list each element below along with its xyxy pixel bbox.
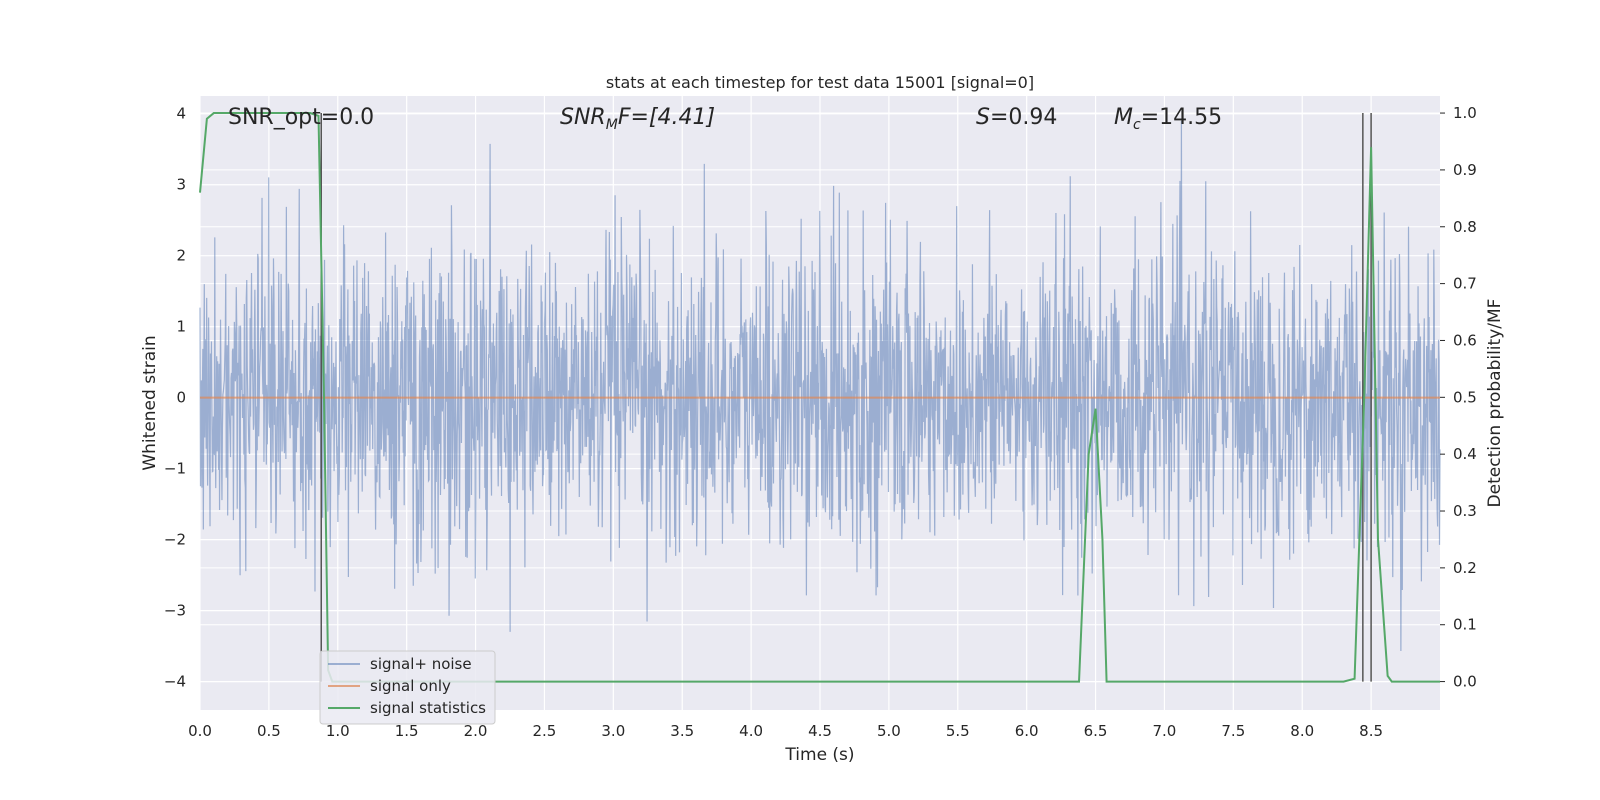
- y-right-tick-label-8: 0.8: [1453, 218, 1477, 236]
- y-ticks-left: −4 −3 −2 −1 0 1 2 3 4: [164, 105, 186, 691]
- y-left-tick-label-7: 3: [176, 176, 186, 194]
- x-tick-label-14: 7.0: [1153, 722, 1177, 740]
- x-tick-label-6: 3.0: [601, 722, 625, 740]
- s-suffix: =0.94: [990, 105, 1057, 130]
- mc-prefix: M: [1114, 105, 1133, 130]
- grid: [199, 96, 1440, 710]
- y-left-tick-label-2: −2: [164, 531, 186, 549]
- y-right-tick-label-3: 0.3: [1453, 502, 1477, 520]
- annotation-snr-mf: SNRMF=[4.41]: [560, 105, 715, 133]
- y-right-tick-label-7: 0.7: [1453, 275, 1477, 293]
- x-tick-label-9: 4.5: [808, 722, 832, 740]
- annotation-s: S=0.94: [976, 105, 1057, 130]
- x-tick-label-3: 1.5: [395, 722, 419, 740]
- y-right-tick-label-10: 1.0: [1453, 104, 1477, 122]
- y-left-tick-label-4: 0: [176, 389, 186, 407]
- y-right-tick-label-9: 0.9: [1453, 161, 1477, 179]
- y-right-tick-label-0: 0.0: [1453, 673, 1477, 691]
- x-tick-label-8: 4.0: [739, 722, 763, 740]
- x-tick-label-0: 0.0: [188, 722, 212, 740]
- y-axis-label-left: Whitened strain: [140, 335, 160, 470]
- y-axis-label-right: Detection probability/MF: [1485, 299, 1505, 508]
- x-ticks: 0.0 0.5 1.0 1.5 2.0 2.5 3.0 3.5 4.0 4.5 5.0 5.5 6.0 6…: [188, 722, 1383, 740]
- series-signal-noise: [199, 120, 1441, 651]
- x-tick-label-11: 5.5: [946, 722, 970, 740]
- y-left-tick-label-6: 2: [176, 247, 186, 265]
- annotation-mc: Mc=14.55: [1114, 105, 1222, 133]
- legend-box: [319, 650, 496, 725]
- y-left-tick-label-3: −1: [164, 460, 186, 478]
- snr-mf-sub: M: [606, 117, 618, 133]
- y-right-tick-label-1: 0.1: [1453, 616, 1477, 634]
- y-ticks-right: 0.0 0.1 0.2 0.3 0.4 0.5 0.6 0.7 0.8 0.9 1.0: [1440, 104, 1477, 691]
- x-tick-label-12: 6.0: [1015, 722, 1039, 740]
- legend: signal+ noise signal only signal statist…: [319, 650, 496, 725]
- y-right-tick-label-2: 0.2: [1453, 559, 1477, 577]
- x-tick-label-7: 3.5: [670, 722, 694, 740]
- mc-sub: c: [1133, 117, 1141, 133]
- legend-label-signal-noise: signal+ noise: [370, 655, 472, 673]
- x-tick-label-13: 6.5: [1084, 722, 1108, 740]
- annotation-snr-opt: SNR_opt=0.0: [228, 105, 374, 130]
- y-left-tick-label-8: 4: [176, 105, 186, 123]
- x-tick-label-4: 2.0: [464, 722, 488, 740]
- x-tick-label-5: 2.5: [533, 722, 557, 740]
- y-right-tick-label-6: 0.6: [1453, 331, 1477, 349]
- x-tick-label-10: 5.0: [877, 722, 901, 740]
- signal-statistics-line: [199, 112, 1440, 683]
- noise-line: [199, 120, 1441, 651]
- x-tick-label-1: 0.5: [257, 722, 281, 740]
- y-right-tick-label-4: 0.4: [1453, 445, 1477, 463]
- x-tick-label-16: 8.0: [1290, 722, 1314, 740]
- y-left-tick-label-1: −3: [164, 602, 186, 620]
- legend-label-signal-statistics: signal statistics: [370, 699, 486, 717]
- y-left-tick-label-5: 1: [176, 318, 186, 336]
- y-left-tick-label-0: −4: [164, 673, 186, 691]
- snr-mf-prefix: SNR: [560, 105, 606, 130]
- s-prefix: S: [976, 105, 990, 130]
- legend-label-signal-only: signal only: [370, 677, 451, 695]
- x-tick-label-2: 1.0: [326, 722, 350, 740]
- y-right-tick-label-5: 0.5: [1453, 388, 1477, 406]
- chart-title: stats at each timestep for test data 150…: [606, 73, 1034, 92]
- mc-suffix: =14.55: [1141, 105, 1222, 130]
- x-tick-label-17: 8.5: [1359, 722, 1383, 740]
- snr-mf-suffix: F=[4.41]: [618, 105, 715, 130]
- x-tick-label-15: 7.5: [1221, 722, 1245, 740]
- x-axis-label: Time (s): [784, 745, 854, 765]
- series-signal-statistics: [199, 112, 1440, 683]
